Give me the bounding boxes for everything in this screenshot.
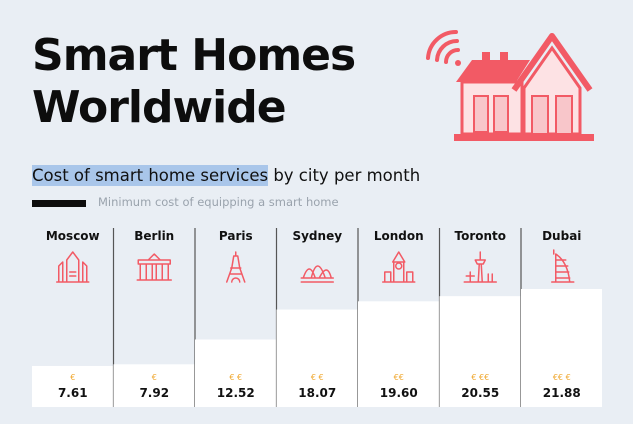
bar: [195, 339, 276, 407]
cost-tier-label: €: [152, 373, 157, 382]
cost-tier-label: €: [70, 373, 75, 382]
opera-house-icon: [300, 265, 334, 283]
big-ben-icon: [382, 251, 416, 283]
city-label: Sydney: [292, 229, 342, 243]
cost-tier-label: €€: [394, 373, 404, 382]
city-label: Berlin: [134, 229, 174, 243]
legend-swatch: [32, 200, 86, 207]
page-title: Smart Homes Worldwide: [32, 30, 356, 134]
value-label: 21.88: [543, 386, 581, 400]
kremlin-icon: [56, 251, 90, 283]
legend-label: Minimum cost of equipping a smart home: [98, 195, 339, 209]
cost-tier-label: € €€: [471, 373, 489, 382]
cost-tier-label: €€ €: [553, 373, 571, 382]
smart-home-icon: [426, 30, 594, 141]
chart-subtitle: Cost of smart home services by city per …: [32, 165, 421, 186]
value-label: 19.60: [380, 386, 418, 400]
value-label: 12.52: [217, 386, 255, 400]
value-label: 18.07: [298, 386, 336, 400]
title-line-1: Smart Homes: [32, 30, 356, 81]
value-label: 20.55: [461, 386, 499, 400]
eiffel-tower-icon: [226, 251, 246, 283]
bar: [439, 296, 521, 407]
bar: [276, 309, 358, 407]
bar: [32, 365, 113, 407]
city-label: Moscow: [46, 229, 100, 243]
cost-tier-label: € €: [229, 373, 242, 382]
city-label: Toronto: [454, 229, 506, 243]
cost-tier-label: € €: [311, 373, 324, 382]
value-label: 7.92: [139, 386, 169, 400]
bar: [358, 301, 439, 407]
subtitle-rest: by city per month: [268, 166, 421, 185]
brandenburg-gate-icon: [136, 253, 172, 281]
city-label: Paris: [219, 229, 253, 243]
subtitle-highlight: Cost of smart home services: [32, 165, 269, 186]
bar: [521, 289, 602, 407]
burj-al-arab-icon: [551, 249, 575, 283]
city-label: Dubai: [542, 229, 581, 243]
title-line-2: Worldwide: [32, 82, 287, 133]
value-label: 7.61: [58, 386, 88, 400]
bar: [113, 364, 195, 407]
city-label: London: [374, 229, 424, 243]
cn-tower-icon: [463, 251, 497, 283]
